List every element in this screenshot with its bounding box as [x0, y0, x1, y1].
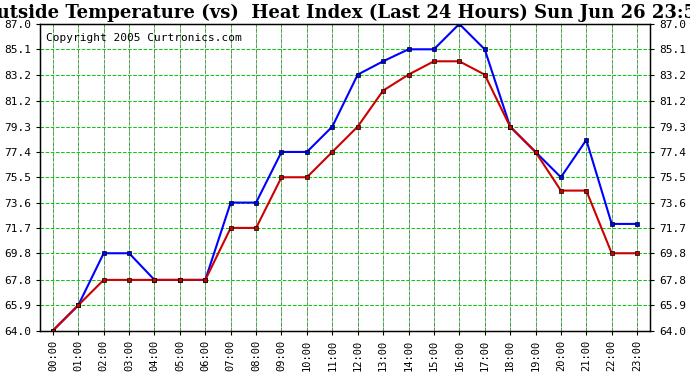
Title: Outside Temperature (vs)  Heat Index (Last 24 Hours) Sun Jun 26 23:50: Outside Temperature (vs) Heat Index (Las…: [0, 4, 690, 22]
Text: Copyright 2005 Curtronics.com: Copyright 2005 Curtronics.com: [46, 33, 242, 43]
